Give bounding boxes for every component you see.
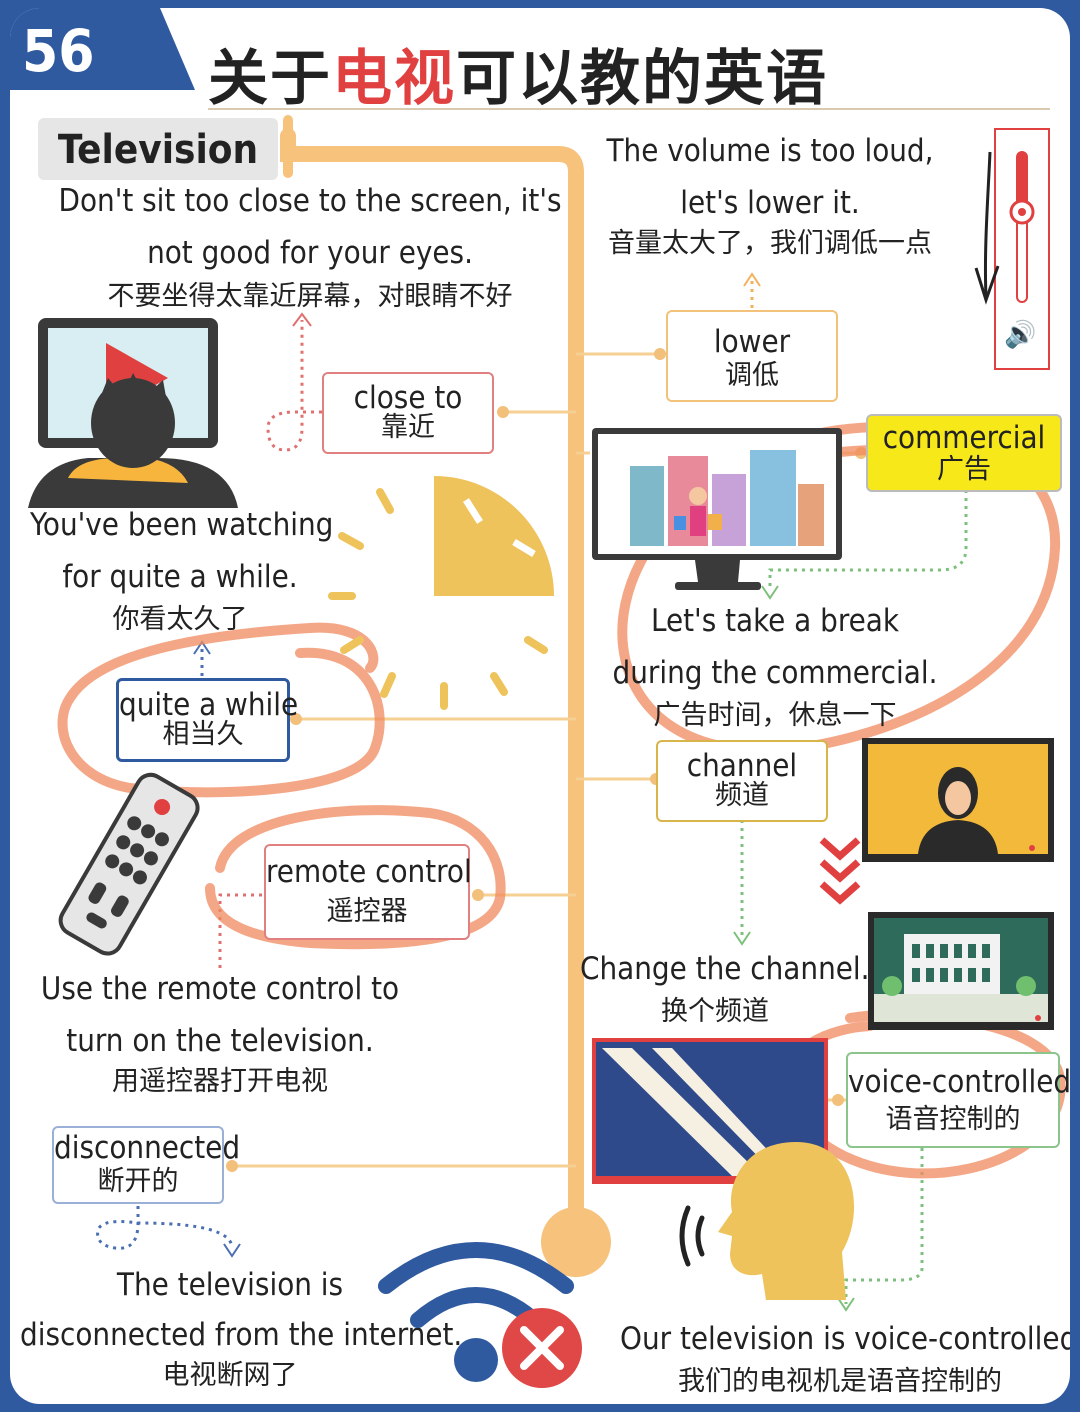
volume-slider-icon [994,128,1050,370]
vocab-quite-a-while-zh: 相当久 [162,719,244,750]
triple-chevron-down-icon [819,837,861,905]
sentence-close-en-2: not good for your eyes. [147,235,473,271]
sentence-voice-zh: 我们的电视机是语音控制的 [678,1366,1002,1397]
colosseum-tv-icon [868,912,1054,1030]
sentence-disconnected-en-2: disconnected from the internet. [20,1317,463,1353]
sentence-volume-en-1: The volume is too loud, [606,133,934,169]
vocab-box-close-to: close to 靠近 [322,372,494,454]
vocab-box-channel: channel 频道 [656,740,828,822]
title-part-1: 关于 [208,44,332,114]
vocab-remote-control-en: remote control [266,854,472,890]
vocab-box-disconnected: disconnected 断开的 [52,1126,241,1204]
title-underline [208,108,1050,110]
vocab-commercial-zh: 广告 [937,454,991,485]
vocab-lower-zh: 调低 [725,360,779,391]
vocab-voice-controlled-zh: 语音控制的 [885,1104,1021,1135]
topic-label: Television [57,127,259,173]
topic-label-box [38,118,278,180]
vocab-box-commercial: commercial 广告 [866,414,1062,492]
remote-icon [34,772,214,962]
sentence-while-en-2: for quite a while. [62,559,298,595]
sentence-volume-en-2: let's lower it. [680,185,860,221]
vocab-close-to-en: close to [353,380,463,416]
speaker-icon: 🔊 [1004,320,1037,350]
vocab-box-lower: lower 调低 [666,310,838,402]
sentence-disconnected-en-1: The television is [116,1267,344,1303]
sentence-commercial-en-2: during the commercial. [612,655,938,691]
vocab-close-to-zh: 靠近 [381,412,435,443]
news-anchor-tv-icon [862,738,1054,862]
sentence-volume-zh: 音量太大了，我们调低一点 [608,228,932,259]
infographic-card: 56 关于电视可以教的英语 [10,8,1070,1404]
sentence-remote-zh: 用遥控器打开电视 [112,1066,328,1097]
page-title: 关于电视可以教的英语 [208,30,828,117]
sentence-close-en-1: Don't sit too close to the screen, it's [58,183,562,219]
viewer-tv-icon [28,308,248,508]
vocab-channel-zh: 频道 [715,780,769,811]
vocab-voice-controlled-en: voice-controlled [848,1064,1070,1100]
sentence-commercial-en-1: Let's take a break [650,603,900,639]
sentence-voice-en: Our television is voice-controlled. [620,1321,1070,1357]
vocab-disconnected-zh: 断开的 [97,1166,179,1197]
vocab-box-remote-control: remote control 遥控器 [264,844,472,940]
vocab-remote-control-zh: 遥控器 [326,896,408,927]
static-tv-icon [592,1038,828,1184]
vocab-quite-a-while-en: quite a while [119,687,299,723]
down-arrow-icon [974,151,1000,305]
sentence-disconnected-zh: 电视断网了 [162,1360,298,1391]
speaking-head-icon [666,1132,866,1302]
lesson-number: 56 [22,17,95,85]
sentence-commercial-zh: 广告时间，休息一下 [653,700,897,731]
shopping-tv-icon [590,426,844,602]
sentence-while-zh: 你看太久了 [112,604,248,635]
sentence-remote-en-2: turn on the television. [66,1023,374,1059]
title-part-3: 可以教的英语 [456,44,828,114]
vocab-lower-en: lower [713,324,791,360]
title-part-2: 电视 [332,44,456,114]
vocab-box-quite-a-while: quite a while 相当久 [116,678,299,762]
sentence-channel-zh: 换个频道 [661,996,769,1027]
sentence-channel-en: Change the channel. [580,951,870,987]
wifi-off-icon [376,1220,596,1390]
vocab-channel-en: channel [686,748,798,784]
sentence-remote-en-1: Use the remote control to [40,971,400,1007]
number-badge [10,8,195,90]
sentence-close-zh: 不要坐得太靠近屏幕，对眼睛不好 [107,281,513,312]
vocab-disconnected-en: disconnected [54,1130,241,1166]
sentence-while-en-1: You've been watching [30,507,334,543]
vocab-box-voice-controlled: voice-controlled 语音控制的 [846,1052,1070,1148]
clock-icon [328,470,568,710]
vocab-commercial-en: commercial [882,420,1046,456]
